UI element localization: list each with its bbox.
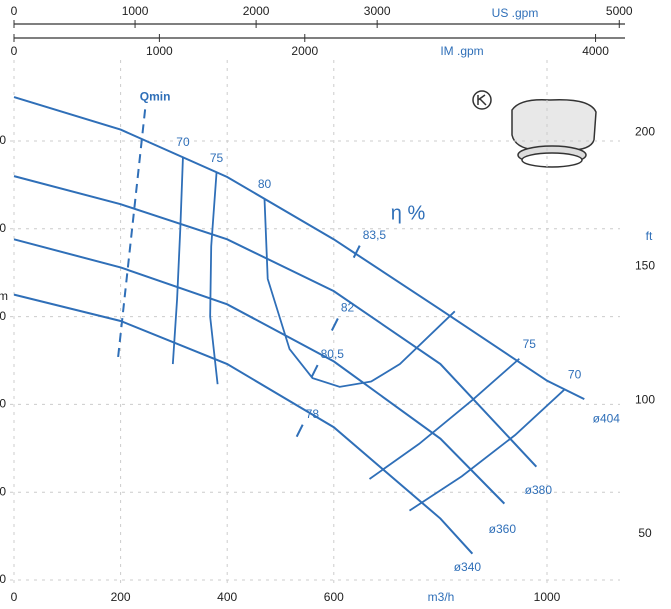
im-gpm-tick-label: 2000 xyxy=(291,44,318,58)
y-tick-label: 10 xyxy=(0,572,6,586)
y2-tick-label: 150 xyxy=(635,259,655,273)
efficiency-curve xyxy=(209,172,219,385)
efficiency-point-label: 83,5 xyxy=(363,228,387,242)
y-tick-label: 20 xyxy=(0,484,6,498)
efficiency-tick xyxy=(352,245,361,259)
im-gpm-tick-label: 1000 xyxy=(146,44,173,58)
efficiency-curve xyxy=(263,198,456,388)
efficiency-tick xyxy=(330,318,339,331)
series-label: ø380 xyxy=(525,483,553,497)
efficiency-point-label: 78 xyxy=(306,407,320,421)
y-axis-label: m xyxy=(0,289,8,303)
im-gpm-label: IM .gpm xyxy=(440,44,483,58)
efficiency-curve-label: 75 xyxy=(210,151,224,165)
efficiency-curve-label: 80 xyxy=(258,177,272,191)
y2-axis-label: ft xyxy=(646,229,653,243)
efficiency-curve xyxy=(368,358,520,480)
series-label: ø360 xyxy=(489,522,517,536)
y-tick-label: 30 xyxy=(0,397,6,411)
y-tick-label: 40 xyxy=(0,309,6,323)
efficiency-curve-label: 75 xyxy=(523,337,537,351)
qmin-label: Qmin xyxy=(140,90,171,104)
y2-tick-label: 200 xyxy=(635,125,655,139)
x-tick-label: 200 xyxy=(111,590,131,604)
efficiency-curve xyxy=(171,156,184,365)
us-gpm-tick-label: 2000 xyxy=(243,4,270,18)
efficiency-point-label: 82 xyxy=(341,301,355,315)
us-gpm-tick-label: 5000 xyxy=(606,4,633,18)
efficiency-curve-label: 70 xyxy=(176,135,190,149)
x-tick-label: 0 xyxy=(11,590,18,604)
efficiency-point-label: 80,5 xyxy=(321,347,345,361)
im-gpm-tick-label: 0 xyxy=(11,44,18,58)
qmin-line xyxy=(116,109,147,359)
y-tick-label: 50 xyxy=(0,221,6,235)
efficiency-tick xyxy=(295,424,304,438)
efficiency-curve-label: 70 xyxy=(568,368,582,382)
head-curve xyxy=(13,238,506,505)
x-tick-label: 1000 xyxy=(534,590,561,604)
head-curve xyxy=(13,175,538,468)
efficiency-label: η % xyxy=(391,202,426,224)
us-gpm-tick-label: 1000 xyxy=(122,4,149,18)
us-gpm-tick-label: 3000 xyxy=(364,4,391,18)
y-tick-label: 60 xyxy=(0,133,6,147)
head-curve xyxy=(13,96,585,401)
x-tick-label: 400 xyxy=(217,590,237,604)
im-gpm-tick-label: 4000 xyxy=(582,44,609,58)
head-curve xyxy=(13,293,474,555)
efficiency-curve xyxy=(408,388,566,512)
y2-tick-label: 50 xyxy=(638,526,652,540)
series-label: ø340 xyxy=(454,560,482,574)
y2-tick-label: 100 xyxy=(635,392,655,406)
x-tick-label: 600 xyxy=(324,590,344,604)
series-label: ø404 xyxy=(593,411,621,425)
x-axis-label: m3/h xyxy=(428,590,455,604)
pump-icon xyxy=(472,90,597,168)
us-gpm-tick-label: 0 xyxy=(11,4,18,18)
us-gpm-label: US .gpm xyxy=(492,6,539,20)
efficiency-tick xyxy=(310,364,319,378)
